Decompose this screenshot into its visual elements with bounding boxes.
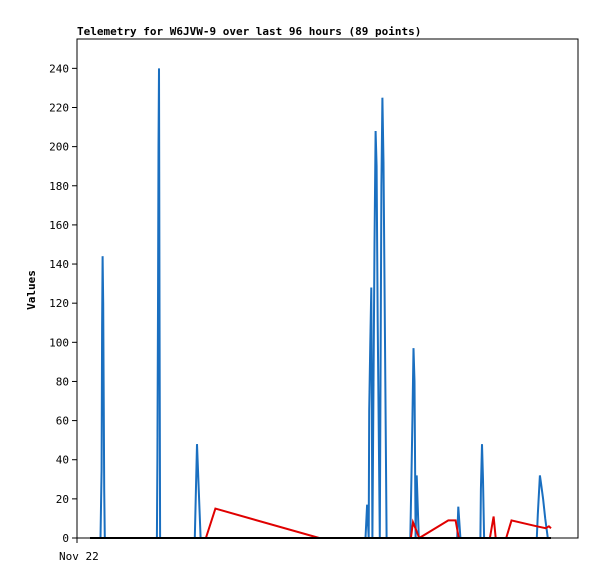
x-tick-label: Nov 22: [59, 550, 99, 563]
y-tick-label: 0: [62, 532, 69, 545]
y-tick-label: 60: [56, 415, 69, 428]
y-tick-label: 200: [49, 141, 69, 154]
y-tick-label: 240: [49, 62, 69, 75]
y-tick-label: 40: [56, 454, 69, 467]
y-tick-label: 180: [49, 180, 69, 193]
y-tick-label: 220: [49, 101, 69, 114]
y-tick-label: 80: [56, 375, 69, 388]
y-axis-label: Values: [25, 270, 38, 310]
y-axis: 0 20 40 60 80 100 120 140 160 180 200 220 240: [49, 62, 77, 545]
series-layer: [90, 68, 552, 540]
x-axis: Nov 22: [59, 538, 99, 563]
y-tick-label: 160: [49, 219, 69, 232]
plot-frame: [76, 38, 579, 539]
y-tick-label: 20: [56, 493, 69, 506]
y-tick-label: 140: [49, 258, 69, 271]
y-tick-label: 100: [49, 336, 69, 349]
chart-title: Telemetry for W6JVW-9 over last 96 hours…: [77, 25, 421, 38]
y-tick-label: 120: [49, 297, 69, 310]
